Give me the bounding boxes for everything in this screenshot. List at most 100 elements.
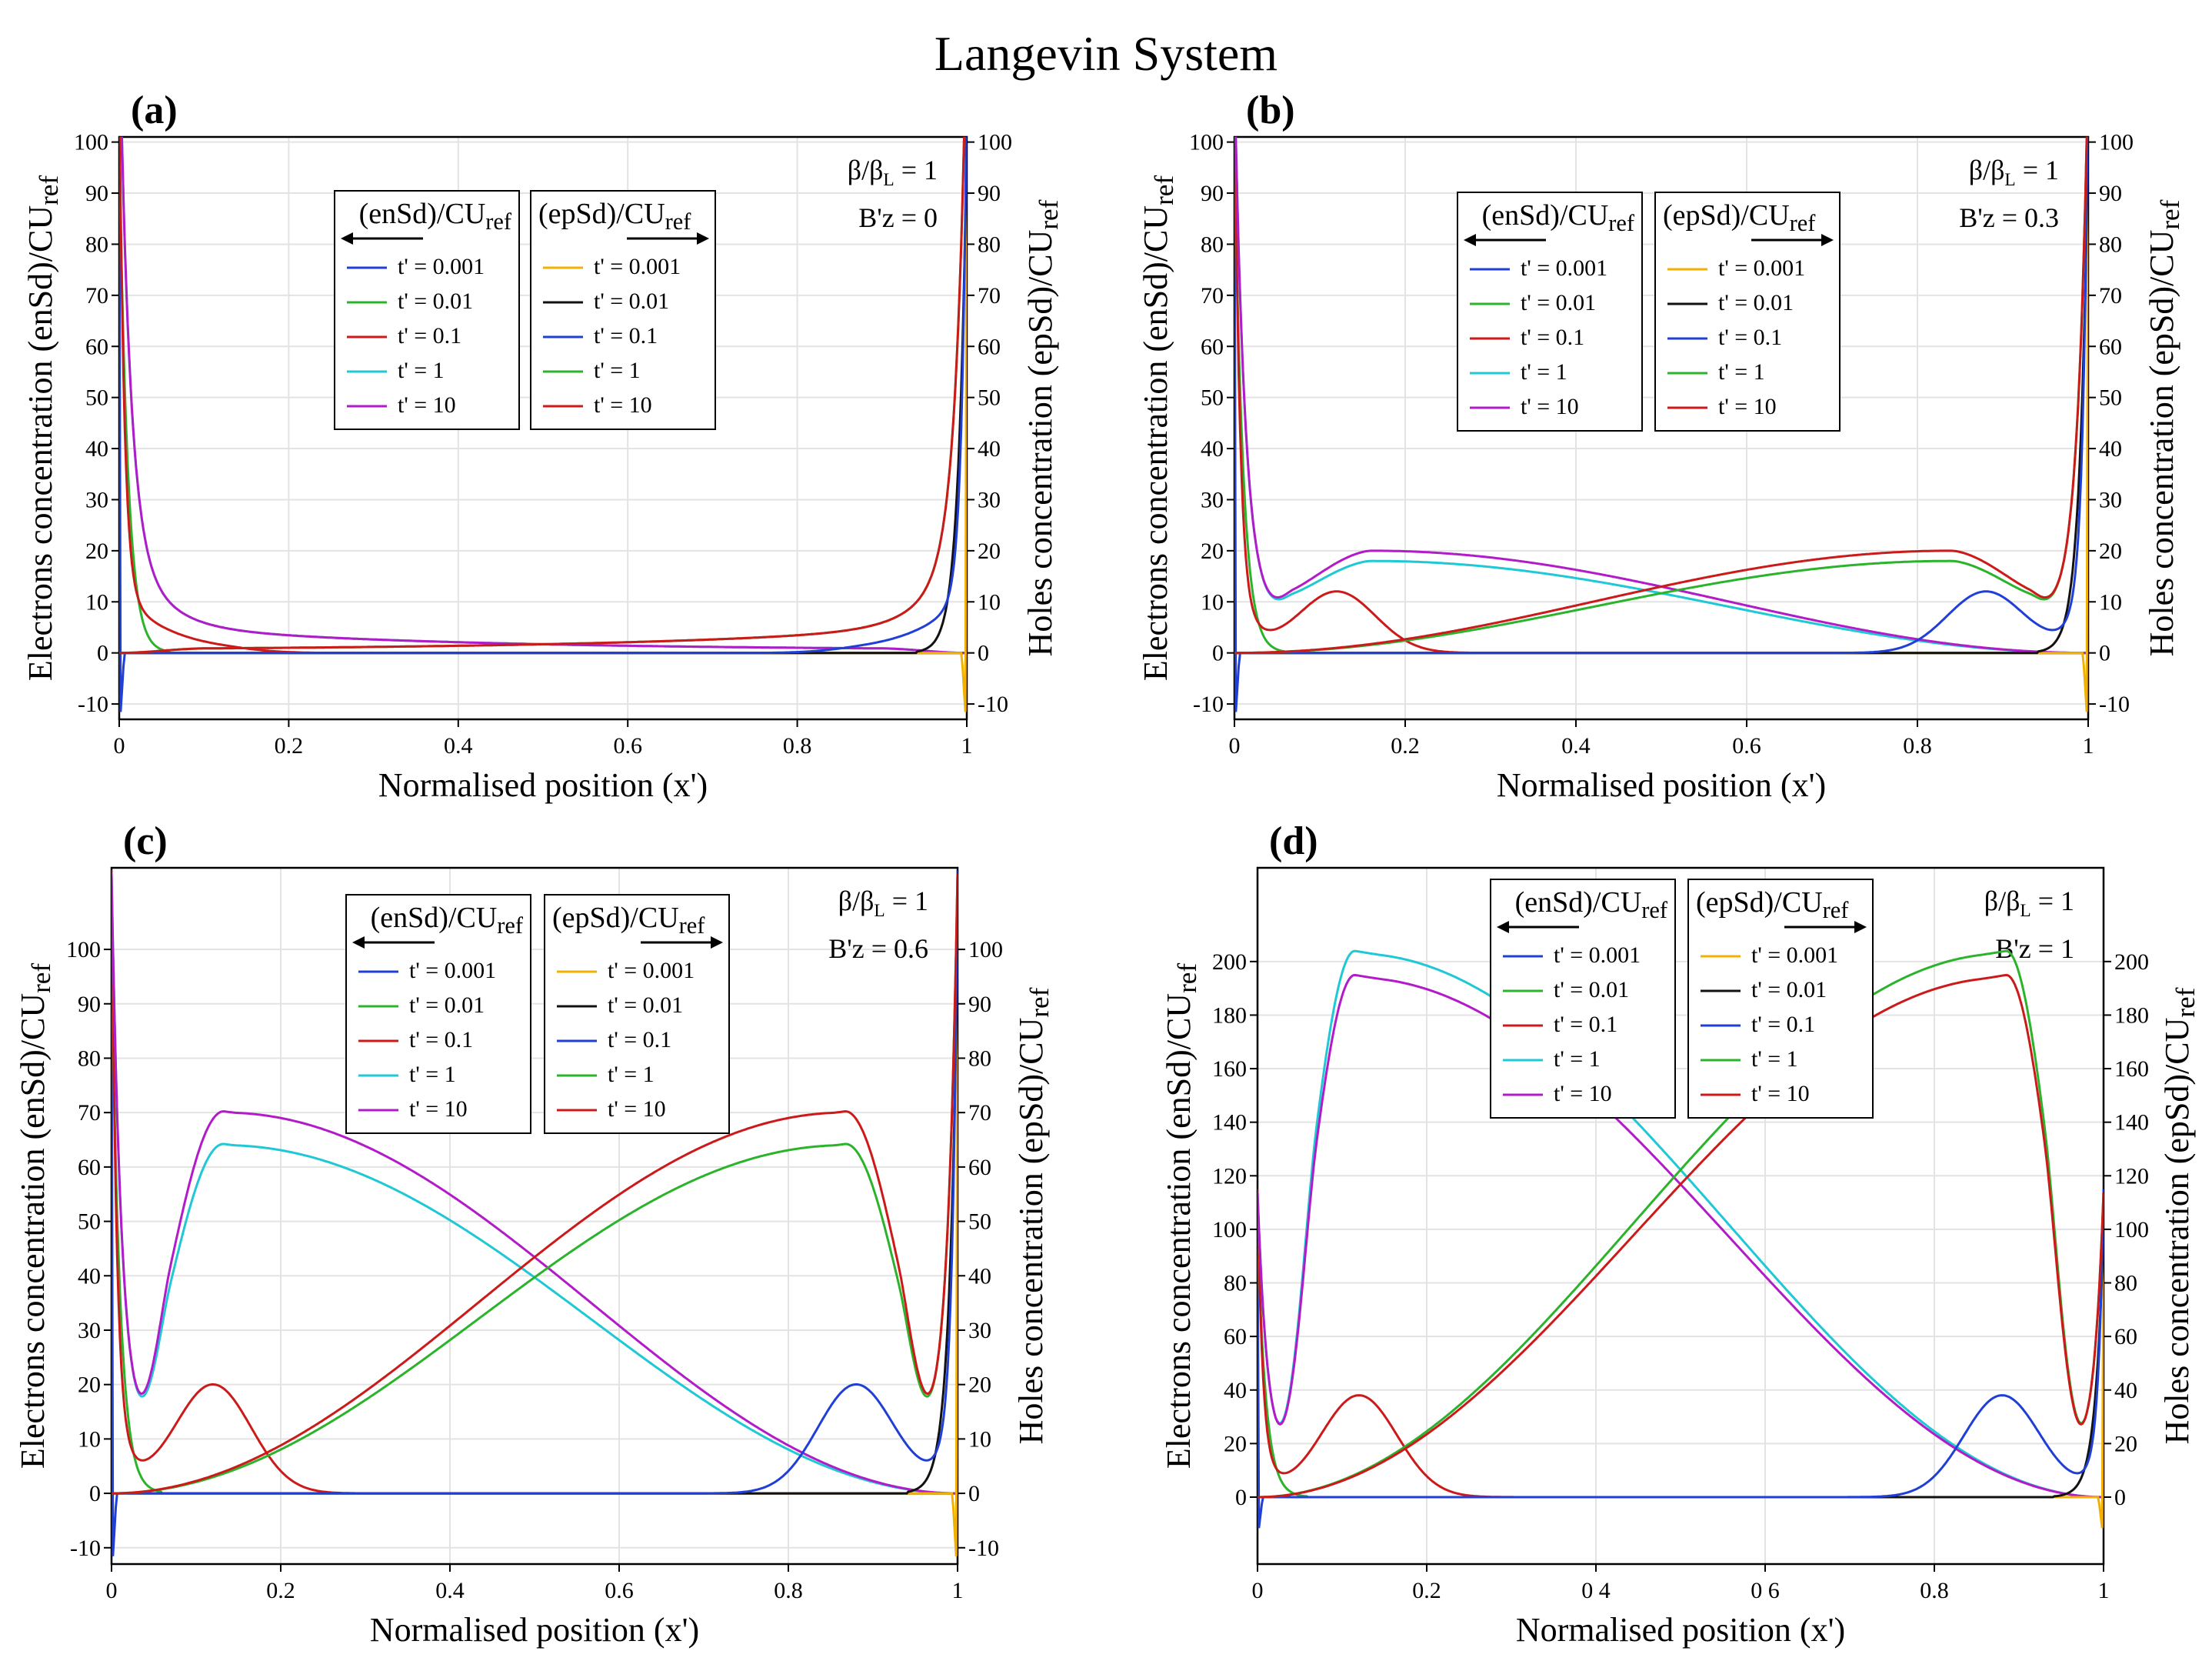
y-tick-label-right: 100 bbox=[2114, 1217, 2149, 1242]
y-tick-label-right: 10 bbox=[2099, 589, 2122, 615]
x-tick-label: 0.8 bbox=[1920, 1578, 1949, 1603]
y-tick-label-right: -10 bbox=[978, 692, 1008, 717]
legend-item-label: t' = 1 bbox=[594, 358, 641, 383]
x-tick-label: 0.8 bbox=[1903, 733, 1932, 759]
legend-item-label: t' = 10 bbox=[608, 1096, 666, 1122]
legend-item-label: t' = 0.1 bbox=[409, 1027, 473, 1052]
legend-item-label: t' = 0.01 bbox=[409, 992, 485, 1018]
y-tick-label-left: 90 bbox=[1201, 181, 1224, 206]
y-tick-label-right: 60 bbox=[2099, 334, 2122, 359]
panel-param: B'z = 0.3 bbox=[1959, 202, 2059, 233]
legend-title: (epSd)/CUref bbox=[552, 902, 705, 939]
y-axis-label-right: Holes concentration (epSd)/CUref bbox=[1012, 987, 1054, 1444]
legend-title: (enSd)/CUref bbox=[359, 198, 512, 235]
legend-holes: (epSd)/CUref t' = 0.001 t' = 0.01 t' = 0.1 t… bbox=[1654, 192, 1841, 432]
y-tick-label-right: 90 bbox=[978, 181, 1001, 206]
y-tick-label-left: 70 bbox=[85, 283, 108, 309]
y-tick-label-left: 100 bbox=[1212, 1217, 1247, 1242]
y-tick-label-right: 90 bbox=[968, 992, 991, 1017]
y-tick-label-left: 30 bbox=[1201, 487, 1224, 512]
arrow-right-icon bbox=[1821, 234, 1834, 246]
y-axis-label-left: Electrons concentration (enSd)/CUref bbox=[22, 175, 64, 682]
x-tick-label: 1 bbox=[952, 1578, 964, 1603]
legend-item-label: t' = 10 bbox=[1521, 394, 1579, 419]
y-tick-label-right: 20 bbox=[968, 1372, 991, 1398]
y-tick-label-left: 100 bbox=[74, 130, 108, 155]
series-line bbox=[112, 872, 958, 1495]
legend-box bbox=[1687, 879, 1874, 1119]
y-tick-label-left: 40 bbox=[1201, 436, 1224, 462]
x-tick-label: 0.2 bbox=[1391, 733, 1420, 759]
y-tick-label-right: 10 bbox=[978, 589, 1001, 615]
x-tick-label: 0 bbox=[106, 1578, 118, 1603]
legend-item-label: t' = 1 bbox=[1751, 1046, 1798, 1072]
y-tick-label-left: -10 bbox=[1193, 692, 1224, 717]
x-tick-label: 1 bbox=[2083, 733, 2094, 759]
y-axis-label-right: Holes concentration (epSd)/CUref bbox=[1021, 199, 1064, 656]
x-tick-label: 0.4 bbox=[444, 733, 473, 759]
legend-item-label: t' = 0.001 bbox=[608, 958, 695, 983]
legend-item-label: t' = 10 bbox=[1751, 1081, 1810, 1106]
y-tick-label-right: 70 bbox=[978, 283, 1001, 309]
y-tick-label-right: 30 bbox=[968, 1318, 991, 1343]
y-tick-label-left: -10 bbox=[78, 692, 108, 717]
legend-item-label: t' = 1 bbox=[608, 1062, 655, 1087]
y-tick-label-left: 20 bbox=[78, 1372, 101, 1398]
arrow-right-icon bbox=[697, 232, 709, 245]
arrow-left-icon bbox=[341, 232, 353, 245]
y-tick-label-left: 80 bbox=[85, 232, 108, 257]
x-tick-label: 0.4 bbox=[1561, 733, 1591, 759]
y-tick-label-left: 60 bbox=[1201, 334, 1224, 359]
y-tick-label-right: 80 bbox=[2114, 1271, 2137, 1296]
y-tick-label-right: 50 bbox=[2099, 385, 2122, 411]
y-tick-label-left: 70 bbox=[78, 1100, 101, 1126]
series-line bbox=[1258, 1189, 2104, 1499]
y-tick-label-left: 80 bbox=[1201, 232, 1224, 257]
y-tick-label-left: 20 bbox=[85, 539, 108, 564]
y-tick-label-right: 180 bbox=[2114, 1002, 2149, 1028]
legend-item-label: t' = 10 bbox=[1718, 394, 1777, 419]
y-tick-label-right: 20 bbox=[2099, 539, 2122, 564]
series-group bbox=[112, 869, 958, 1556]
y-tick-label-right: 30 bbox=[2099, 487, 2122, 512]
y-tick-label-left: 40 bbox=[1224, 1378, 1247, 1403]
series-line bbox=[112, 872, 958, 1495]
legend-title: (epSd)/CUref bbox=[1696, 886, 1849, 923]
y-tick-label-right: 100 bbox=[978, 130, 1012, 155]
x-tick-label: 0.4 bbox=[435, 1578, 465, 1603]
y-tick-label-left: 80 bbox=[1224, 1271, 1247, 1296]
y-tick-label-left: 70 bbox=[1201, 283, 1224, 309]
legend-item-label: t' = 0.001 bbox=[594, 254, 681, 279]
legend-item-label: t' = 0.001 bbox=[1751, 942, 1838, 968]
y-tick-label-left: 20 bbox=[1224, 1431, 1247, 1456]
y-tick-label-right: 10 bbox=[968, 1426, 991, 1452]
legend-item-label: t' = 0.1 bbox=[398, 323, 461, 349]
x-tick-label: 0.2 bbox=[275, 733, 304, 759]
x-tick-label: 0.2 bbox=[266, 1578, 295, 1603]
legend-item-label: t' = 1 bbox=[398, 358, 445, 383]
y-tick-label-right: -10 bbox=[968, 1536, 999, 1561]
arrow-left-icon bbox=[1464, 234, 1476, 246]
series-line bbox=[1258, 973, 2104, 1499]
x-tick-label: 0 bbox=[1229, 733, 1241, 759]
x-tick-label: 0.6 bbox=[605, 1578, 634, 1603]
figure-title: Langevin System bbox=[934, 26, 1278, 81]
y-tick-label-right: 80 bbox=[2099, 232, 2122, 257]
x-tick-label: 0.8 bbox=[783, 733, 812, 759]
y-tick-label-left: 50 bbox=[85, 385, 108, 411]
legend-box bbox=[1457, 192, 1643, 432]
y-tick-label-left: 10 bbox=[78, 1426, 101, 1452]
legend-title: (enSd)/CUref bbox=[1515, 886, 1668, 923]
x-tick-label: 0 4 bbox=[1581, 1578, 1611, 1603]
y-tick-label-left: 10 bbox=[85, 589, 108, 615]
legend-item-label: t' = 0.1 bbox=[1751, 1012, 1815, 1037]
y-tick-label-left: 40 bbox=[78, 1263, 101, 1289]
series-line bbox=[1258, 949, 2104, 1499]
x-tick-label: 0.8 bbox=[774, 1578, 803, 1603]
y-tick-label-left: 60 bbox=[78, 1155, 101, 1180]
series-line bbox=[1258, 1189, 2104, 1499]
